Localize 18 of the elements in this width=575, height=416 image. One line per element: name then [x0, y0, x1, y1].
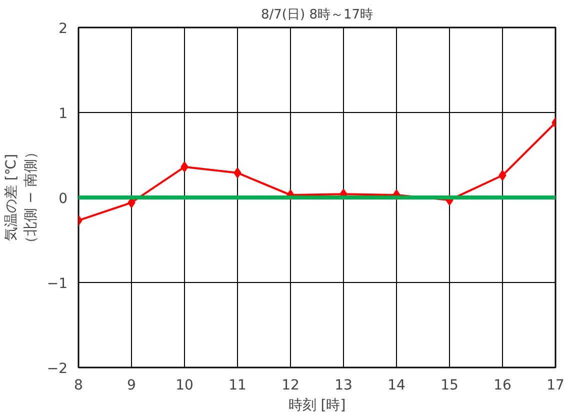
- x-tick-label: 15: [440, 378, 458, 394]
- x-tick-label: 13: [334, 378, 352, 394]
- x-tick-label: 17: [546, 378, 564, 394]
- y-tick-label: 2: [58, 21, 68, 37]
- x-tick-label: 12: [282, 378, 300, 394]
- chart-title: 8/7(日) 8時～17時: [260, 8, 374, 22]
- x-tick-label: 11: [228, 378, 246, 394]
- x-tick-label: 10: [176, 378, 194, 394]
- y-axis-title: 気温の差 [℃] （北側 − 南側）: [4, 145, 39, 250]
- x-tick-label: 16: [494, 378, 512, 394]
- y-tick-label: −1: [46, 276, 68, 292]
- x-tick-label: 9: [127, 378, 136, 394]
- x-tick-label: 14: [388, 378, 406, 394]
- y-tick-label: −2: [46, 361, 68, 377]
- x-tick-label: 8: [74, 378, 83, 394]
- y-tick-label: 1: [58, 106, 68, 122]
- x-axis-title: 時刻 [時]: [288, 398, 346, 414]
- y-tick-label: 0: [58, 191, 68, 207]
